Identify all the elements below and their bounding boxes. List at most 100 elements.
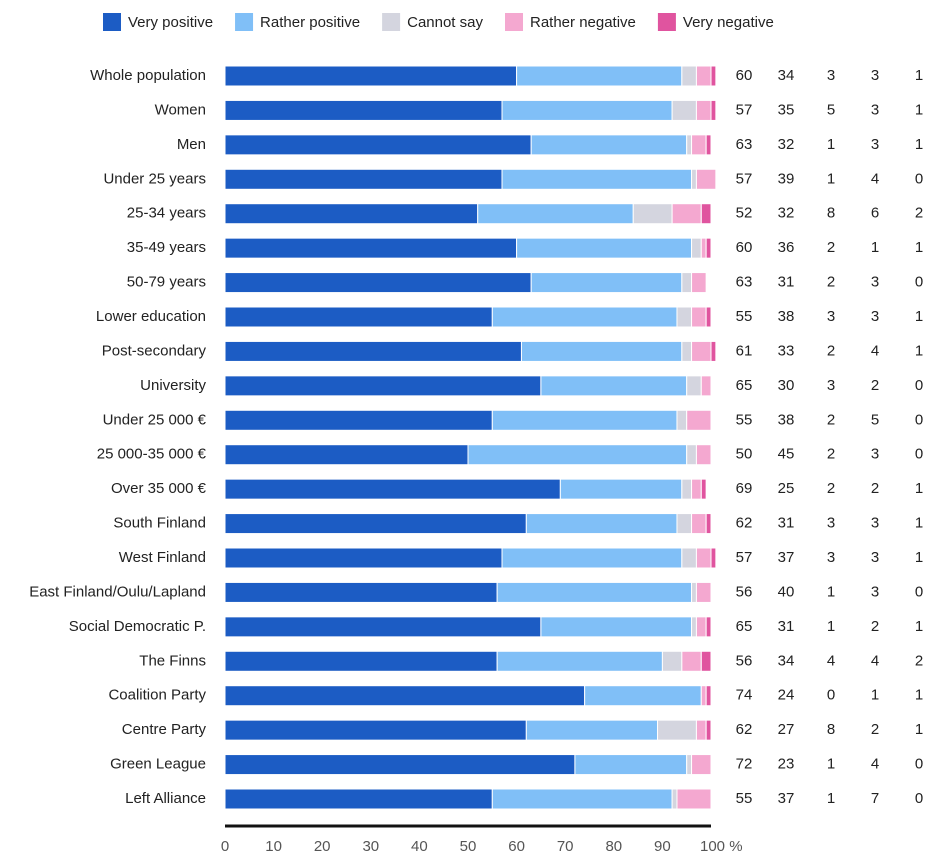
bar-segment — [695, 581, 712, 603]
value-label: 0 — [915, 446, 923, 463]
bar-segment — [584, 685, 702, 707]
bar-segment — [700, 375, 712, 397]
value-label: 65 — [736, 377, 753, 394]
category-label: Post-secondary — [102, 342, 207, 359]
bar-segment — [224, 168, 503, 190]
value-label: 55 — [736, 790, 753, 807]
legend-swatch — [382, 13, 401, 31]
bar-segment — [691, 754, 712, 776]
bar-segment — [224, 272, 532, 294]
value-label: 3 — [827, 377, 835, 394]
value-label: 1 — [827, 618, 835, 635]
value-label: 8 — [827, 205, 835, 222]
value-label: 60 — [736, 239, 753, 256]
bar-segment — [224, 685, 586, 707]
bar-segment — [501, 168, 693, 190]
value-label: 3 — [827, 549, 835, 566]
category-label: Whole population — [90, 67, 206, 84]
value-label: 2 — [827, 342, 835, 359]
legend-swatch — [657, 13, 676, 31]
value-label: 2 — [915, 652, 923, 669]
value-label: 5 — [871, 411, 879, 428]
bar-segment — [525, 719, 659, 741]
bar-segment — [491, 788, 673, 810]
category-label: Over 35 000 € — [111, 480, 207, 497]
category-label: Under 25 000 € — [103, 411, 207, 428]
bar-segment — [691, 478, 702, 500]
value-label: 72 — [736, 756, 753, 773]
value-label: 55 — [736, 411, 753, 428]
value-label: 3 — [827, 515, 835, 532]
value-label: 1 — [827, 756, 835, 773]
value-label: 3 — [871, 446, 879, 463]
value-label: 1 — [915, 549, 923, 566]
value-label: 56 — [736, 583, 753, 600]
bar-segment — [691, 134, 707, 156]
x-tick-label: 90 — [654, 838, 671, 854]
bar-segment — [676, 306, 693, 328]
bar-segment — [686, 754, 693, 776]
legend-label: Very negative — [683, 14, 774, 31]
value-label: 4 — [871, 756, 879, 773]
category-label: University — [140, 377, 206, 394]
bar-segment — [224, 375, 542, 397]
bar-segment — [632, 203, 673, 225]
bar-segment — [681, 65, 697, 87]
category-label: Coalition Party — [108, 687, 206, 704]
value-label: 1 — [827, 136, 835, 153]
value-label: 34 — [778, 652, 795, 669]
value-label: 0 — [915, 274, 923, 291]
value-label: 31 — [778, 274, 795, 291]
category-label: Green League — [110, 756, 206, 773]
bar-segment — [705, 616, 712, 638]
value-label: 65 — [736, 618, 753, 635]
value-label: 3 — [827, 308, 835, 325]
value-label: 55 — [736, 308, 753, 325]
value-label: 35 — [778, 101, 795, 118]
value-label: 1 — [915, 721, 923, 738]
value-label: 2 — [827, 480, 835, 497]
bar-segment — [691, 272, 707, 294]
value-label: 25 — [778, 480, 795, 497]
bar-segment — [224, 616, 542, 638]
category-label: South Finland — [113, 515, 206, 532]
bar-segment — [700, 478, 707, 500]
value-label: 1 — [915, 136, 923, 153]
category-label: Women — [155, 101, 206, 118]
bar-segment — [224, 788, 493, 810]
legend-swatch — [505, 13, 523, 31]
bar-segment — [691, 306, 707, 328]
category-label: The Finns — [139, 652, 206, 669]
value-label: 56 — [736, 652, 753, 669]
bar-segment — [501, 99, 673, 121]
value-label: 1 — [915, 101, 923, 118]
bar-segment — [691, 237, 702, 259]
bar-segment — [224, 478, 561, 500]
category-label: East Finland/Oulu/Lapland — [29, 583, 206, 600]
value-label: 40 — [778, 583, 795, 600]
value-label: 4 — [871, 342, 879, 359]
value-label: 2 — [871, 721, 879, 738]
value-label: 4 — [871, 652, 879, 669]
bar-segment — [530, 272, 683, 294]
x-tick-label: 30 — [362, 838, 379, 854]
bar-segment — [695, 65, 712, 87]
value-label: 1 — [915, 67, 923, 84]
value-label: 3 — [827, 67, 835, 84]
bar-segment — [691, 616, 697, 638]
value-label: 5 — [827, 101, 835, 118]
bar-segment — [695, 99, 712, 121]
value-label: 0 — [915, 790, 923, 807]
value-label: 61 — [736, 342, 753, 359]
bar-segment — [224, 754, 576, 776]
value-label: 31 — [778, 515, 795, 532]
legend-label: Rather positive — [260, 14, 360, 31]
category-label: 25 000-35 000 € — [97, 446, 207, 463]
bar-segment — [540, 616, 693, 638]
value-label: 0 — [915, 170, 923, 187]
value-label: 0 — [915, 583, 923, 600]
category-label: Centre Party — [122, 721, 207, 738]
bar-segment — [681, 478, 693, 500]
bar-segment — [224, 203, 479, 225]
bar-segment — [695, 168, 717, 190]
